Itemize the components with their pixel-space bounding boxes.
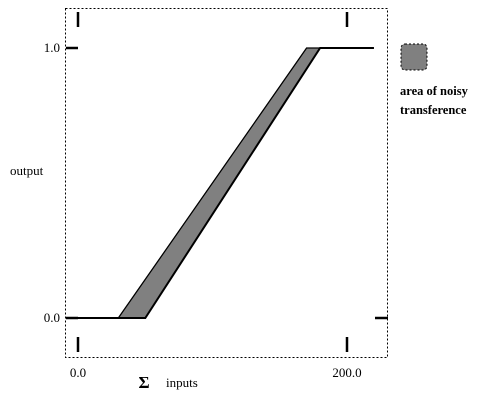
legend-text-line2: transference <box>400 103 467 117</box>
y-tick-label-low: 0.0 <box>44 310 60 325</box>
legend-text-line1: area of noisy <box>400 84 469 98</box>
y-axis-label: output <box>10 163 44 178</box>
transfer-curve-upper <box>66 47 374 319</box>
y-tick-label-high: 1.0 <box>44 40 60 55</box>
x-tick-label-low: 0.0 <box>70 365 86 380</box>
legend-swatch <box>400 43 428 71</box>
noisy-transference-band <box>117 47 322 319</box>
x-axis-label: inputs <box>166 375 198 390</box>
plot-frame <box>65 8 388 358</box>
x-tick-label-high: 200.0 <box>332 365 361 380</box>
sigma-symbol: Σ <box>138 373 149 392</box>
